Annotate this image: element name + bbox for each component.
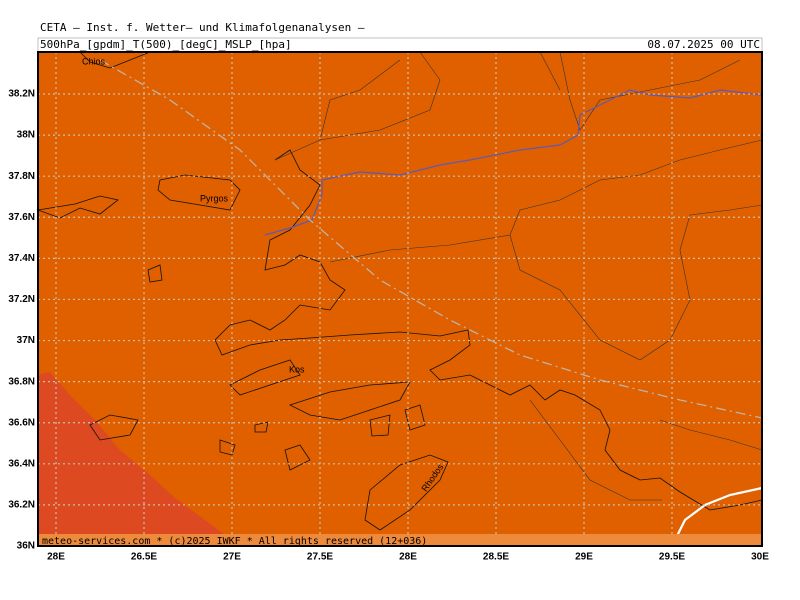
coastline [36, 51, 763, 531]
latitude-label: 36.6N [8, 417, 35, 428]
place-label: Chios [82, 56, 106, 66]
map: meteo-services.com * (c)2025 IWKF * All … [36, 51, 763, 547]
longitude-label: 28E [399, 552, 417, 563]
footer-credit: meteo-services.com * (c)2025 IWKF * All … [42, 536, 427, 547]
valid-time: 08.07.2025 00 UTC [647, 38, 760, 51]
latitude-label: 37.8N [8, 171, 35, 182]
latitude-label: 37.4N [8, 253, 35, 264]
longitude-label: 30E [751, 552, 769, 563]
longitude-label: 26.5E [131, 552, 157, 563]
isoline [99, 59, 763, 419]
latitude-label: 36.4N [8, 458, 35, 469]
longitude-label: 28.5E [483, 552, 509, 563]
latitude-label: 38.2N [8, 89, 35, 100]
longitude-label: 27E [223, 552, 241, 563]
latitude-label: 37.6N [8, 212, 35, 223]
longitude-label: 29E [575, 552, 593, 563]
footer-band [38, 534, 762, 546]
graticule [38, 52, 762, 546]
map-frame [37, 51, 763, 547]
longitude-label: 27.5E [307, 552, 333, 563]
place-label: Kos [289, 364, 305, 374]
warmer-region [38, 372, 240, 546]
latitude-label: 37.2N [8, 294, 35, 305]
header-title: CETA — Inst. f. Wetter— und Klimafolgena… [40, 21, 365, 34]
latitude-label: 38N [17, 130, 35, 141]
latitude-label: 36.2N [8, 500, 35, 511]
latitude-label: 37N [17, 335, 35, 346]
parameters: 500hPa_[gpdm]_T(500)_[degC]_MSLP_[hpa] [40, 38, 292, 51]
latitude-label: 36N [17, 541, 35, 552]
river [264, 89, 763, 236]
latitude-label: 36.8N [8, 376, 35, 387]
place-label: Pyrgos [200, 193, 229, 203]
longitude-label: 28E [47, 552, 65, 563]
longitude-label: 29.5E [659, 552, 685, 563]
